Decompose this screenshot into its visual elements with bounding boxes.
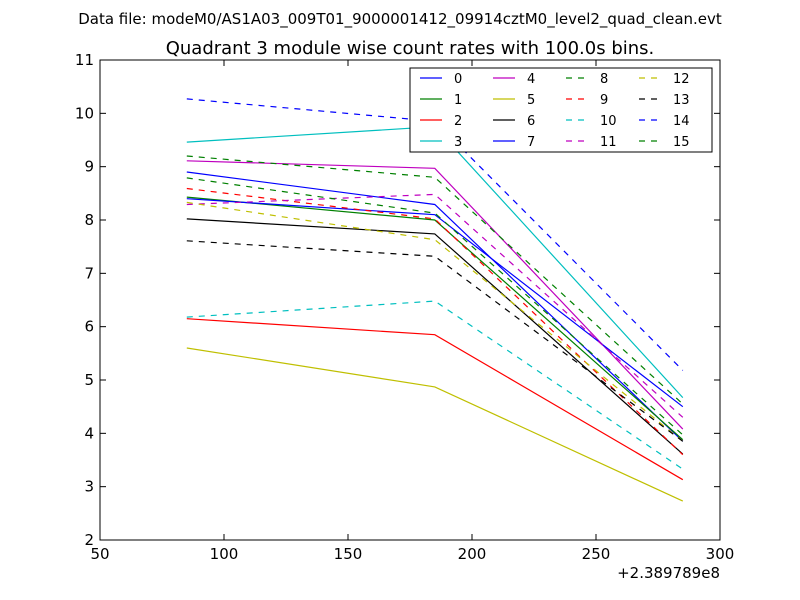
x-tick-label: 150 — [334, 545, 363, 563]
legend-label-4: 4 — [527, 72, 535, 87]
y-tick-label: 5 — [84, 371, 94, 389]
y-tick-label: 8 — [84, 211, 94, 229]
series-line-12 — [186, 201, 684, 442]
legend-label-12: 12 — [673, 72, 690, 87]
series-line-0 — [186, 171, 684, 442]
series-line-13 — [186, 240, 684, 442]
y-tick-label: 3 — [84, 478, 94, 496]
series-line-2 — [186, 318, 684, 481]
y-tick-label: 10 — [75, 104, 94, 122]
legend-label-11: 11 — [600, 135, 617, 150]
x-tick-label: 100 — [210, 545, 239, 563]
legend-label-9: 9 — [600, 93, 608, 108]
series-line-1 — [186, 196, 684, 441]
series-line-14 — [186, 98, 684, 371]
legend-label-7: 7 — [527, 135, 535, 150]
x-axis: 50 100 150 200 250 300 — [90, 60, 734, 563]
x-offset-label: +2.389789e8 — [617, 564, 720, 582]
series-line-6 — [186, 218, 684, 455]
legend-label-1: 1 — [454, 93, 462, 108]
series-line-3 — [186, 126, 684, 399]
y-tick-label: 9 — [84, 158, 94, 176]
legend-label-13: 13 — [673, 93, 690, 108]
x-tick-label: 300 — [706, 545, 735, 563]
y-tick-label: 11 — [75, 51, 94, 69]
y-tick-label: 4 — [84, 424, 94, 442]
legend-label-5: 5 — [527, 93, 535, 108]
series-line-11 — [186, 193, 684, 418]
series-line-10 — [186, 300, 684, 470]
x-tick-label: 50 — [90, 545, 109, 563]
y-tick-label: 6 — [84, 318, 94, 336]
legend-label-6: 6 — [527, 114, 535, 129]
legend-frame — [409, 67, 713, 153]
x-tick-label: 200 — [458, 545, 487, 563]
y-tick-label: 7 — [84, 264, 94, 282]
suptitle: Data file: modeM0/AS1A03_009T01_90000014… — [78, 10, 722, 29]
series-line-8 — [186, 155, 684, 405]
legend-label-15: 15 — [673, 135, 690, 150]
series-line-5 — [186, 347, 684, 502]
series-line-7 — [186, 198, 684, 408]
legend-label-0: 0 — [454, 72, 462, 87]
axes-frame — [99, 59, 721, 541]
series-line-15 — [186, 177, 684, 436]
y-tick-label: 2 — [84, 531, 94, 549]
legend-label-2: 2 — [454, 114, 462, 129]
x-tick-label: 250 — [582, 545, 611, 563]
legend-label-8: 8 — [600, 72, 608, 87]
series-layer — [186, 98, 684, 502]
series-line-9 — [186, 187, 684, 456]
legend-label-3: 3 — [454, 135, 462, 150]
legend-label-14: 14 — [673, 114, 690, 129]
chart-title: Quadrant 3 module wise count rates with … — [166, 38, 655, 59]
legend-label-10: 10 — [600, 114, 617, 129]
